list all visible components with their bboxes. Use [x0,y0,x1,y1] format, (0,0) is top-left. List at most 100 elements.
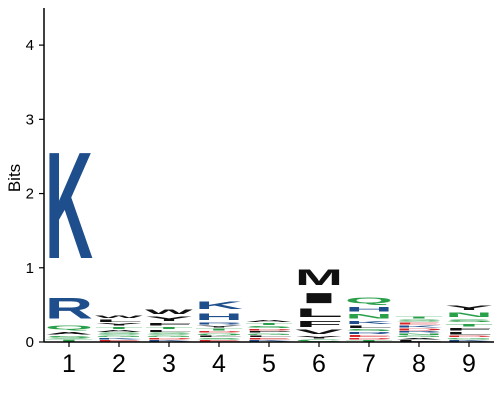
logo-letter-t: T [445,323,493,327]
logo-letter-s: S [45,335,93,339]
logo-letter-n: N [395,333,443,335]
y-tick-label: 0 [26,334,34,351]
y-tick-label: 3 [26,111,34,128]
logo-letter-y: Y [295,335,343,339]
y-ticks: 0 1 2 3 4 [26,37,44,351]
logo-letter-n: N [345,313,393,320]
logo-letter-r: R [345,332,393,335]
logo-letter-q: Q [45,325,93,331]
logo-letter-w: W [145,308,193,316]
logo-letter-l: L [95,319,143,323]
logo-letter-s: S [245,326,293,329]
logo-letter-e: E [245,338,293,340]
logo-letter-e: E [395,322,443,325]
logo-letter-s: S [95,332,143,335]
logo-letter-k: K [95,338,143,340]
logo-letter-q: Q [195,333,243,335]
logo-letter-v: V [295,329,343,336]
logo-letter-y: Y [445,304,493,311]
logo-letter-w: W [95,315,143,319]
logo-letter-g: G [145,335,193,337]
logo-letter-g: G [395,335,443,337]
x-tick-label: 8 [412,350,426,378]
logo-letter-g: G [445,338,493,340]
logo-letter-h: H [345,306,393,313]
x-tick-label: 9 [462,350,476,378]
logo-letter-l: L [195,335,243,337]
axes [43,8,494,343]
logo-letter-h: H [195,312,243,322]
logo-letter-k: K [395,325,443,328]
logo-letter-t: T [195,328,243,331]
logo-letter-d: D [245,329,293,331]
logo-letter-l: L [395,340,443,342]
logo-letter-i: I [295,290,343,306]
x-tick-label: 7 [362,350,376,378]
logo-letter-e: E [345,335,393,338]
x-tick-label: 2 [112,350,126,378]
logo-letter-y: Y [145,315,193,322]
logo-letter-k: K [345,320,393,325]
logo-letter-a: A [95,329,143,332]
logo-letter-g: G [245,333,293,335]
y-tick-label: 2 [26,186,34,203]
logo-letter-d: D [195,331,243,333]
logo-letter-t: T [345,340,393,342]
logo-letter-k: K [245,340,293,342]
logo-letter-s: S [195,338,243,340]
logo-letter-r: R [45,291,93,325]
logo-letter-e: E [195,340,243,342]
logo-stacks: TSAQRKEKGSATYLWKDGSLTFYWESLQDTYRHKKELGPD… [45,121,493,342]
logo-letter-q: Q [345,296,393,306]
x-tick-label: 6 [312,350,326,378]
logo-letter-t: T [145,326,193,329]
y-tick-label: 4 [26,37,34,54]
logo-letter-k: K [145,340,193,342]
x-tick-label: 1 [62,350,76,378]
logo-letter-m: M [295,266,343,290]
logo-letter-r: R [195,322,243,325]
logo-letter-l: L [445,332,493,336]
logo-letter-d: D [145,338,193,340]
logo-letter-y: Y [195,325,243,328]
logo-letter-d: D [445,335,493,337]
x-tick-label: 3 [162,350,176,378]
logo-letter-s: S [445,318,493,322]
logo-letter-f: F [145,323,193,327]
logo-letter-l: L [145,329,193,332]
logo-letter-f: F [295,320,343,329]
x-ticks: 1 2 3 4 5 6 7 8 9 [62,342,476,378]
logo-letter-l: L [295,306,343,319]
logo-letter-r: R [395,331,443,333]
logo-letter-l: L [345,325,393,329]
logo-letter-e: E [95,340,143,342]
x-tick-label: 5 [262,350,276,378]
logo-letter-t: T [245,323,293,326]
logo-letter-t: T [395,316,443,319]
logo-letter-a: A [395,338,443,340]
y-axis-label: Bits [5,164,24,192]
logo-letter-p: P [245,331,293,333]
logo-letter-d: D [395,328,443,331]
logo-letter-t: T [95,326,143,329]
logo-letter-k: K [445,340,493,342]
logo-letter-k: K [195,300,243,312]
logo-letter-s: S [145,332,193,335]
logo-letter-g: G [95,335,143,337]
logo-letter-d: D [345,338,393,340]
logo-letter-k: K [45,121,93,291]
x-tick-label: 4 [212,350,226,378]
logo-letter-c: C [295,339,343,342]
logo-letter-s: S [345,329,393,332]
y-tick-label: 1 [26,260,34,277]
logo-letter-y: Y [95,323,143,327]
